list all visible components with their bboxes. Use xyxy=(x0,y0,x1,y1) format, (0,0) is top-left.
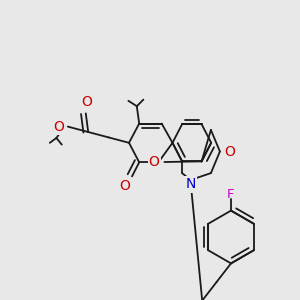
Text: N: N xyxy=(185,178,196,191)
Text: O: O xyxy=(119,179,130,194)
Text: F: F xyxy=(227,188,235,202)
Text: O: O xyxy=(53,120,64,134)
Text: O: O xyxy=(149,155,160,169)
Text: O: O xyxy=(81,95,92,109)
Text: O: O xyxy=(225,145,236,158)
